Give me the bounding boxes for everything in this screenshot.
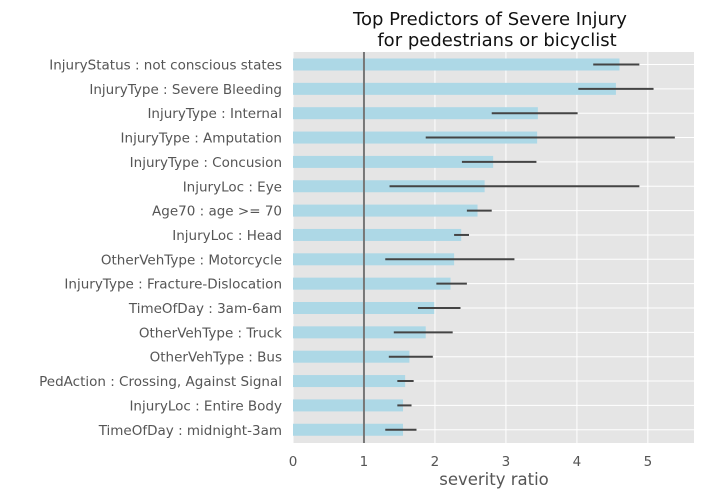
bar <box>293 253 455 266</box>
category-label: InjuryLoc : Head <box>172 228 282 244</box>
x-tick-label: 3 <box>502 454 511 470</box>
x-tick-label: 0 <box>289 454 298 470</box>
bar <box>293 107 538 120</box>
bar <box>293 180 485 193</box>
chart-title-line-1: Top Predictors of Severe Injury <box>352 9 627 30</box>
x-tick-labels: 0 1 2 3 4 5 <box>289 454 652 470</box>
category-label: OtherVehType : Truck <box>139 325 282 341</box>
bar <box>293 350 410 363</box>
category-label: PedAction : Crossing, Against Signal <box>39 374 282 390</box>
bars <box>293 58 620 436</box>
bar <box>293 423 404 436</box>
category-label: InjuryLoc : Entire Body <box>129 398 282 414</box>
category-label: InjuryStatus : not conscious states <box>49 58 282 74</box>
category-label: InjuryType : Amputation <box>121 131 282 147</box>
x-tick-label: 4 <box>573 454 582 470</box>
bar <box>293 228 462 241</box>
bar <box>293 58 620 71</box>
category-label: InjuryLoc : Eye <box>183 179 282 195</box>
bar <box>293 204 478 217</box>
category-label: InjuryType : Internal <box>147 106 282 122</box>
category-label: OtherVehType : Motorcycle <box>101 252 282 268</box>
bar <box>293 277 451 290</box>
x-tick-label: 5 <box>644 454 653 470</box>
category-label: InjuryType : Severe Bleeding <box>89 82 282 98</box>
category-label: InjuryType : Fracture-Dislocation <box>64 277 282 293</box>
chart-title-line-2: for pedestrians or bicyclist <box>377 30 616 51</box>
bar <box>293 155 494 168</box>
error-bars <box>385 63 675 431</box>
category-label: TimeOfDay : 3am-6am <box>128 301 282 317</box>
bar <box>293 375 406 388</box>
bar <box>293 326 426 339</box>
category-label: OtherVehType : Bus <box>150 350 282 366</box>
bar <box>293 131 538 144</box>
category-label: TimeOfDay : midnight-3am <box>98 423 282 439</box>
category-labels: InjuryStatus : not conscious states Injur… <box>39 58 282 439</box>
category-label: Age70 : age >= 70 <box>152 204 282 220</box>
bar <box>293 82 616 95</box>
x-axis-label: severity ratio <box>439 470 549 489</box>
x-tick-label: 2 <box>431 454 440 470</box>
bar <box>293 399 404 412</box>
x-tick-label: 1 <box>360 454 369 470</box>
category-label: InjuryType : Concusion <box>130 155 282 171</box>
